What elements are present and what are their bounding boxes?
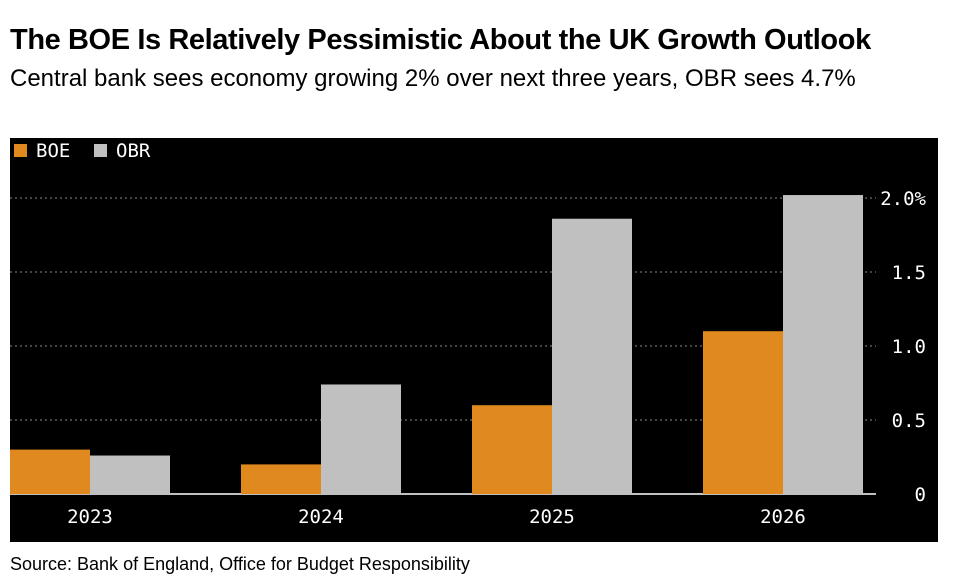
bar-boe-2026	[703, 331, 783, 494]
bar-obr-2025	[552, 218, 632, 494]
bar-boe-2024	[241, 464, 321, 494]
bar-obr-2026	[783, 195, 863, 494]
x-tick-label: 2024	[298, 506, 344, 528]
y-tick-label: 1.0	[892, 336, 926, 358]
x-tick-label: 2023	[67, 506, 113, 528]
chart-title: The BOE Is Relatively Pessimistic About …	[10, 24, 871, 56]
bar-boe-2023	[10, 449, 90, 494]
bar-obr-2023	[90, 455, 170, 494]
legend-swatch-boe	[14, 144, 27, 157]
x-tick-label: 2026	[760, 506, 806, 528]
y-tick-label: 2.0%	[880, 188, 926, 210]
chart-panel: 0 0.5 1.0 1.5 2.0% 2023 2024 2025 2026 BOE OBR	[10, 138, 938, 542]
bar-boe-2025	[472, 405, 552, 494]
legend-label-boe: BOE	[36, 140, 70, 162]
y-tick-label: 1.5	[892, 262, 926, 284]
y-tick-label: 0	[915, 484, 926, 506]
bar-obr-2024	[321, 384, 401, 494]
y-tick-label: 0.5	[892, 410, 926, 432]
chart-subtitle: Central bank sees economy growing 2% ove…	[10, 65, 856, 92]
legend-label-obr: OBR	[116, 140, 151, 162]
x-tick-label: 2025	[529, 506, 575, 528]
legend-swatch-obr	[94, 144, 107, 157]
bar-chart: 0 0.5 1.0 1.5 2.0% 2023 2024 2025 2026 BOE OBR	[10, 140, 927, 528]
source-note: Source: Bank of England, Office for Budg…	[10, 554, 470, 574]
